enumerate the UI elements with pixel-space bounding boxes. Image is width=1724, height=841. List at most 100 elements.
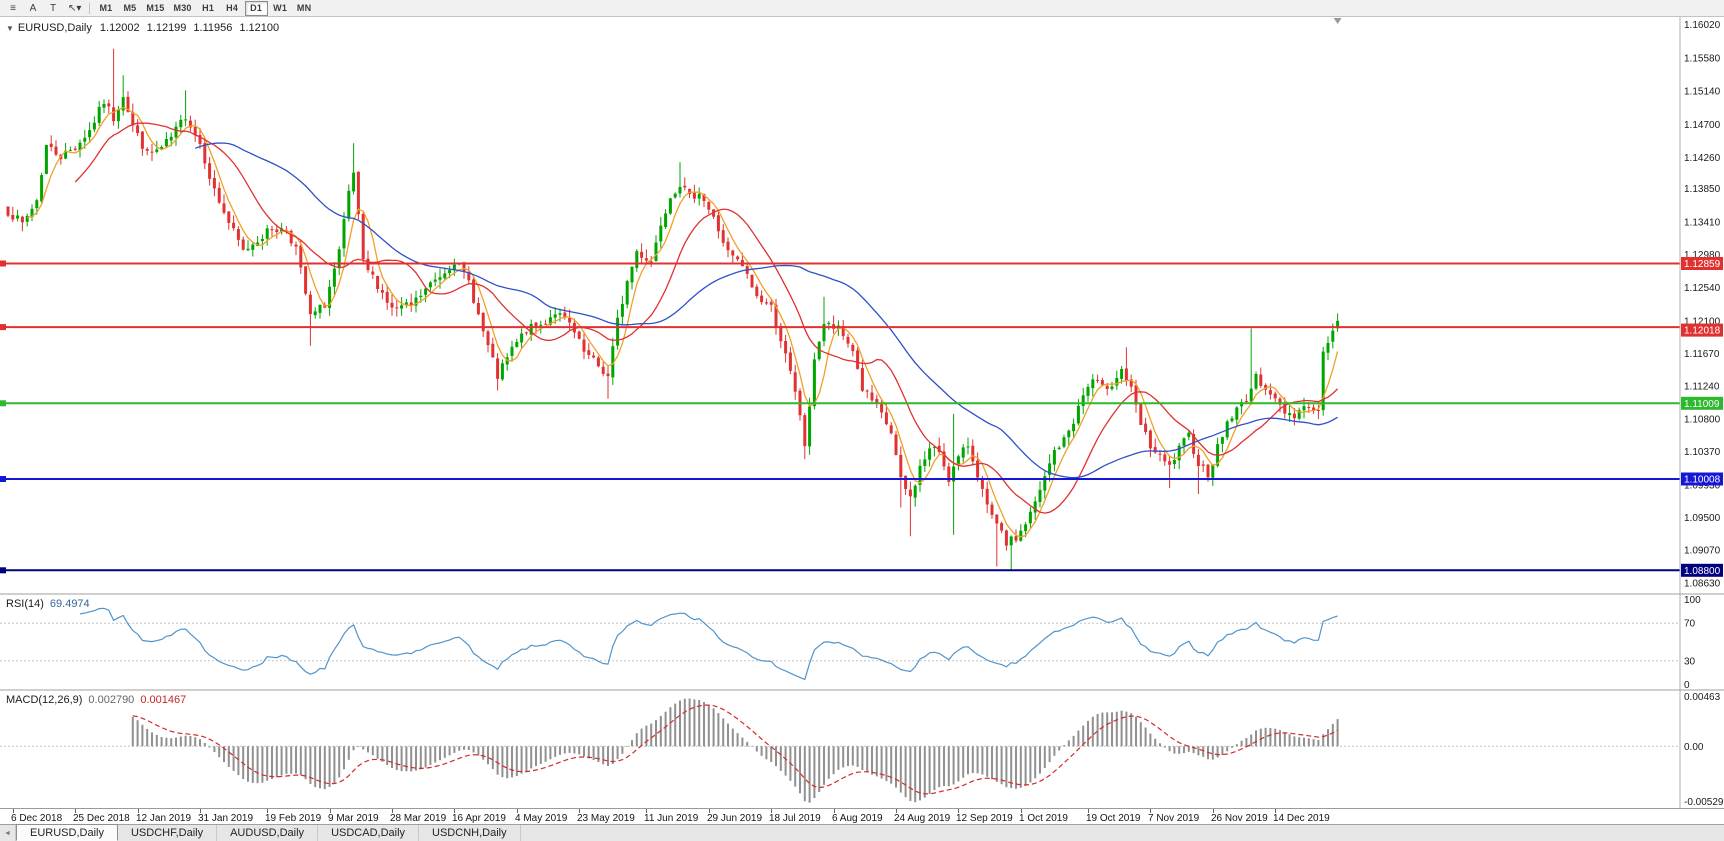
ohlc-open: 1.12002 [99, 22, 140, 34]
date-tick [1150, 809, 1151, 813]
top-toolbar: ≡ A T ↖▾ M1 M5 M15 M30 H1 H4 D1 W1 MN [0, 0, 1724, 17]
ma-line-5 [27, 107, 1339, 538]
date-tick [138, 809, 139, 813]
date-tick [454, 809, 455, 813]
chart-area[interactable]: 1.16020 1.15580 1.15140 1.14700 1.14260 1.138… [0, 17, 1724, 808]
text-tool-icon[interactable]: T [49, 2, 57, 14]
svg-text:1.08800: 1.08800 [1684, 566, 1721, 577]
date-tick [709, 809, 710, 813]
chart-shift-marker[interactable] [1333, 18, 1342, 24]
date-label: 1 Oct 2019 [1019, 813, 1068, 824]
macd-indicator-label: MACD(12,26,9) 0.002790 0.001467 [6, 694, 186, 706]
tab-usdcnh-daily[interactable]: USDCNH,Daily [419, 825, 521, 841]
svg-text:1.08630: 1.08630 [1684, 579, 1721, 590]
timeframe-button-m5[interactable]: M5 [123, 3, 137, 13]
rsi-value: 69.4974 [49, 598, 90, 610]
ma-line-15 [74, 122, 1339, 514]
svg-text:1.14260: 1.14260 [1684, 153, 1721, 164]
svg-text:1.12018: 1.12018 [1684, 326, 1721, 337]
macd-panel: 0.00463 0.00 -0.00529 [0, 692, 1724, 808]
date-label: 24 Aug 2019 [894, 813, 951, 824]
timeframe-button-h1[interactable]: H1 [202, 3, 215, 13]
price-level-badge: 1.12018 [1681, 323, 1723, 337]
svg-text:1.09930: 1.09930 [1684, 480, 1721, 491]
date-label: 19 Oct 2019 [1086, 813, 1141, 824]
svg-text:1.13410: 1.13410 [1684, 217, 1721, 228]
panel-dividers [0, 593, 1724, 691]
svg-text:30: 30 [1684, 656, 1696, 667]
svg-text:1.13850: 1.13850 [1684, 184, 1721, 195]
date-label: 12 Sep 2019 [956, 813, 1013, 824]
charts-list-icon[interactable]: ≡ [10, 2, 16, 14]
svg-text:1.10370: 1.10370 [1684, 447, 1721, 458]
tab-eurusd-daily[interactable]: EURUSD,Daily [16, 824, 118, 841]
cursor-tool-icon[interactable]: ↖▾ [68, 2, 82, 14]
annotation-letter-icon[interactable]: A [29, 2, 37, 14]
timeframe-button-mn[interactable]: MN [296, 3, 312, 13]
svg-text:1.12980: 1.12980 [1684, 250, 1721, 261]
svg-text:1.12540: 1.12540 [1684, 283, 1721, 294]
timeframe-button-h4[interactable]: H4 [226, 3, 239, 13]
date-label: 29 Jun 2019 [707, 813, 763, 824]
date-label: 9 Mar 2019 [328, 813, 379, 824]
date-label: 11 Jun 2019 [644, 813, 699, 824]
chart-header: ▼ EURUSD,Daily 1.12002 1.12199 1.11956 1… [6, 22, 286, 34]
date-tick [330, 809, 331, 813]
date-label: 6 Dec 2018 [11, 813, 63, 824]
tab-usdcad-daily[interactable]: USDCAD,Daily [318, 825, 420, 841]
date-tick [1275, 809, 1276, 813]
svg-text:1.16020: 1.16020 [1684, 20, 1721, 31]
chart-symbol-period: EURUSD,Daily [17, 22, 92, 34]
timeframe-button-w1[interactable]: W1 [273, 3, 288, 13]
date-tick [517, 809, 518, 813]
svg-text:100: 100 [1684, 595, 1701, 606]
timeframe-button-d1[interactable]: D1 [244, 0, 268, 16]
date-label: 26 Nov 2019 [1211, 813, 1268, 824]
ohlc-close: 1.12100 [239, 22, 280, 34]
chart-tab-bar: ◄ EURUSD,Daily USDCHF,Daily AUDUSD,Daily US… [0, 824, 1724, 841]
date-label: 18 Jul 2019 [769, 813, 821, 824]
timeframe-button-m30[interactable]: M30 [173, 3, 192, 13]
price-level-badge: 1.11009 [1681, 396, 1723, 410]
date-label: 23 May 2019 [577, 813, 635, 824]
horizontal-lines[interactable] [0, 260, 1680, 574]
candles[interactable] [6, 48, 1340, 572]
svg-text:1.10800: 1.10800 [1684, 415, 1721, 426]
date-axis[interactable]: 6 Dec 2018 25 Dec 2018 12 Jan 2019 31 Jan 2… [0, 808, 1724, 824]
date-label: 7 Nov 2019 [1148, 813, 1200, 824]
date-label: 19 Feb 2019 [265, 813, 322, 824]
svg-text:0.00463: 0.00463 [1684, 692, 1721, 703]
chart-canvas[interactable]: 1.16020 1.15580 1.15140 1.14700 1.14260 1.138… [0, 17, 1724, 808]
timeframe-button-m15[interactable]: M15 [146, 3, 165, 13]
date-tick [13, 809, 14, 813]
rsi-indicator-label: RSI(14) 69.4974 [6, 598, 90, 610]
price-level-badge: 1.12859 [1681, 257, 1723, 270]
date-tick [1213, 809, 1214, 813]
svg-text:1.12859: 1.12859 [1684, 259, 1721, 270]
tab-audusd-daily[interactable]: AUDUSD,Daily [217, 825, 319, 841]
price-axis[interactable]: 1.16020 1.15580 1.15140 1.14700 1.14260 1.138… [1679, 17, 1723, 808]
price-level-badge: 1.10008 [1681, 472, 1723, 486]
date-tick [579, 809, 580, 813]
tab-usdchf-daily[interactable]: USDCHF,Daily [117, 825, 218, 841]
date-label: 12 Jan 2019 [136, 813, 192, 824]
date-tick [392, 809, 393, 813]
chart-menu-icon[interactable]: ▼ [6, 23, 14, 33]
date-tick [75, 809, 76, 813]
svg-text:1.15140: 1.15140 [1684, 87, 1721, 98]
date-tick [1021, 809, 1022, 813]
tab-scroll-left-icon[interactable]: ◄ [0, 825, 16, 841]
ohlc-high: 1.12199 [146, 22, 187, 34]
date-tick [1088, 809, 1089, 813]
date-label: 6 Aug 2019 [832, 813, 883, 824]
svg-text:0.00: 0.00 [1684, 742, 1704, 753]
ma-line-40 [194, 142, 1338, 479]
svg-text:1.15580: 1.15580 [1684, 53, 1721, 64]
rsi-name: RSI(14) [6, 598, 44, 610]
timeframe-group: M1 M5 M15 M30 H1 H4 D1 W1 MN [94, 0, 315, 16]
svg-text:1.09070: 1.09070 [1684, 545, 1721, 556]
date-label: 14 Dec 2019 [1273, 813, 1330, 824]
date-label: 31 Jan 2019 [198, 813, 254, 824]
timeframe-button-m1[interactable]: M1 [99, 3, 113, 13]
